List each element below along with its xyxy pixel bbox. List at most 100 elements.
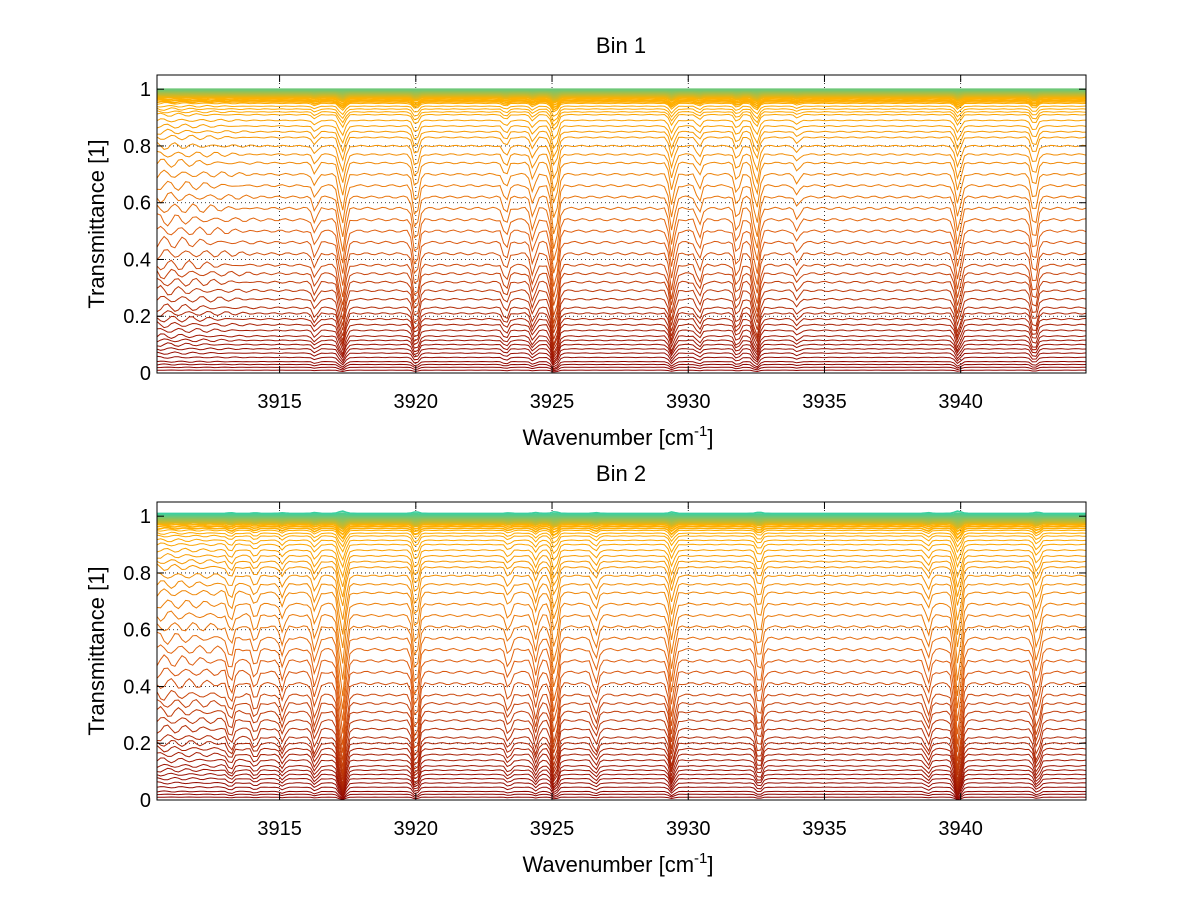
y-tick-label: 0.8 xyxy=(123,563,151,585)
y-axis-ticks: 0 0.2 0.4 0.6 0.8 1 xyxy=(123,506,1086,812)
series-line xyxy=(156,776,1087,798)
series-line xyxy=(156,100,1087,111)
plot-area xyxy=(156,510,1087,801)
series-line xyxy=(156,259,1087,316)
series-line xyxy=(156,534,1087,554)
x-tick-label: 3930 xyxy=(666,391,711,413)
x-axis-label-text: Wavenumber [cm xyxy=(522,852,694,877)
series-line xyxy=(156,213,1087,274)
series-line xyxy=(156,369,1087,373)
series-line xyxy=(156,757,1087,792)
series-line xyxy=(156,225,1087,287)
series-line xyxy=(156,97,1087,106)
series-line xyxy=(157,510,1086,515)
series-line xyxy=(156,552,1086,588)
x-tick-label: 3925 xyxy=(530,391,575,413)
series-line xyxy=(156,689,1087,762)
x-axis-label: Wavenumber [cm-1] xyxy=(522,850,713,877)
y-tick-label: 0.2 xyxy=(123,733,151,755)
series-line xyxy=(156,134,1087,167)
series-line xyxy=(156,310,1087,349)
series-line xyxy=(156,158,1087,203)
series-line xyxy=(156,112,1087,131)
x-tick-label: 3920 xyxy=(394,391,439,413)
x-tick-label: 3940 xyxy=(938,391,983,413)
series-line xyxy=(156,644,1087,722)
series-line xyxy=(156,796,1087,800)
x-tick-label: 3920 xyxy=(394,818,439,840)
series-line xyxy=(156,705,1087,773)
series-line xyxy=(156,150,1087,192)
series-line xyxy=(156,123,1087,150)
series-line xyxy=(156,141,1087,180)
series-line xyxy=(156,763,1086,795)
series-line xyxy=(156,542,1087,569)
series-line xyxy=(156,751,1087,791)
axes-box xyxy=(156,74,1087,374)
series-line xyxy=(157,512,1086,516)
y-tick-label: 0.4 xyxy=(123,676,151,698)
series-line xyxy=(156,772,1087,797)
x-tick-label: 3915 xyxy=(257,391,302,413)
series-line xyxy=(156,327,1087,357)
x-axis-label-text: Wavenumber [cm xyxy=(522,425,694,450)
series-line xyxy=(156,724,1087,781)
series-line xyxy=(156,526,1087,540)
y-tick-label: 0.6 xyxy=(123,193,151,215)
axes-box xyxy=(156,501,1087,801)
chart-panel-bin-1: Bin 1 3915 3920 3925 3930 3935 3940 0 0.2 0.4 0.… xyxy=(84,33,1087,450)
series-line xyxy=(156,355,1087,368)
x-axis-ticks: 3915 3920 3925 3930 3935 3940 xyxy=(257,75,983,413)
y-axis-label: Transmittance [1] xyxy=(84,566,109,735)
series-line xyxy=(156,559,1087,598)
x-axis-label-suffix: ] xyxy=(707,852,713,877)
series-line xyxy=(156,524,1087,536)
series-line xyxy=(156,235,1087,298)
x-tick-label: 3935 xyxy=(802,391,847,413)
series-line xyxy=(156,734,1087,785)
series-line xyxy=(156,677,1087,754)
series-line xyxy=(156,522,1087,531)
chart-title: Bin 1 xyxy=(596,33,646,58)
series-line xyxy=(156,321,1087,355)
series-line xyxy=(156,128,1087,159)
series-line xyxy=(156,716,1087,776)
series-line xyxy=(156,351,1087,366)
series-line xyxy=(156,786,1087,799)
series-line xyxy=(156,667,1087,746)
series-line xyxy=(156,366,1086,372)
series-line xyxy=(156,563,1087,607)
series-line xyxy=(156,104,1087,118)
y-axis-label: Transmittance [1] xyxy=(84,139,109,308)
series-line xyxy=(156,180,1087,235)
series-line xyxy=(156,363,1087,371)
x-tick-label: 3935 xyxy=(802,818,847,840)
series-line xyxy=(156,631,1087,710)
series-line xyxy=(156,107,1087,122)
series-line xyxy=(156,531,1087,548)
x-axis-ticks: 3915 3920 3925 3930 3935 3940 xyxy=(257,502,983,840)
x-axis-label: Wavenumber [cm-1] xyxy=(522,423,713,450)
series-line xyxy=(156,547,1087,579)
series-line xyxy=(156,169,1087,218)
series-line xyxy=(156,767,1087,796)
series-line xyxy=(156,781,1087,798)
series-line xyxy=(156,191,1087,249)
y-tick-label: 0 xyxy=(140,363,151,385)
series-line xyxy=(156,529,1087,543)
series-line xyxy=(156,303,1087,345)
y-tick-label: 0.6 xyxy=(123,620,151,642)
series-line xyxy=(156,580,1087,635)
x-axis-label-superscript: -1 xyxy=(694,423,707,440)
series-line xyxy=(156,249,1087,306)
chart-title: Bin 2 xyxy=(596,461,646,486)
series-line xyxy=(156,699,1087,769)
y-tick-label: 1 xyxy=(140,79,151,101)
series-line xyxy=(156,599,1087,664)
series-line xyxy=(156,360,1087,370)
x-tick-label: 3925 xyxy=(530,818,575,840)
x-tick-label: 3940 xyxy=(938,818,983,840)
y-tick-label: 0.4 xyxy=(123,249,151,271)
